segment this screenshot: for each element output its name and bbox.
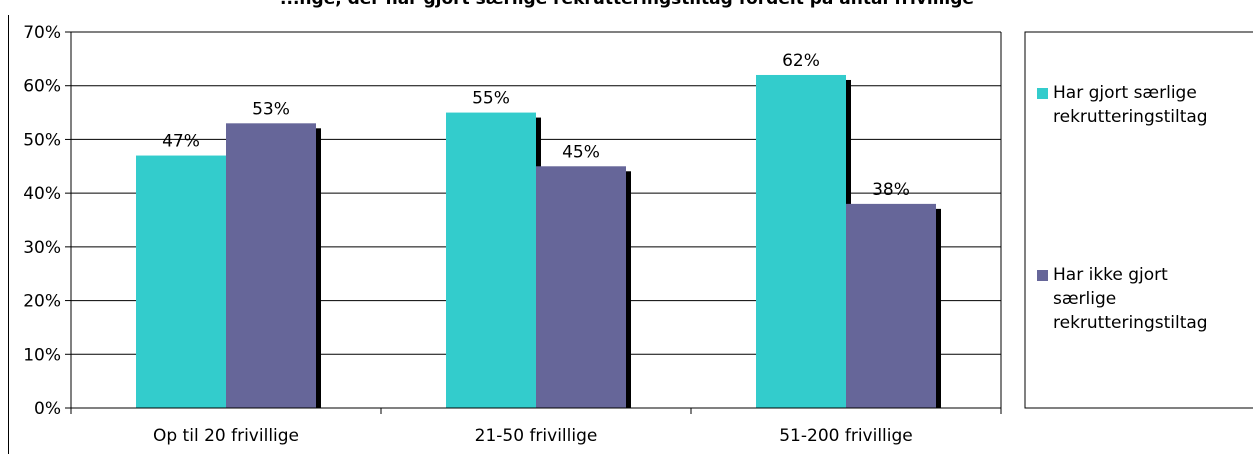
data-label: 47% — [162, 132, 200, 152]
bar — [136, 155, 226, 408]
bar — [536, 166, 626, 408]
y-axis: 0% 10% 20% 30% 40% 50% 60% 70% — [23, 23, 72, 419]
data-label: 62% — [782, 51, 820, 71]
x-tick-label: 51-200 frivillige — [779, 426, 913, 446]
bar — [446, 112, 536, 409]
data-label: 55% — [472, 89, 510, 109]
data-label: 45% — [562, 142, 600, 162]
bar — [756, 74, 846, 408]
y-tick-label: 10% — [23, 345, 61, 365]
legend-label: rekrutteringstiltag — [1053, 313, 1208, 333]
legend-label: rekrutteringstiltag — [1053, 107, 1208, 127]
legend-label: Har gjort særlige — [1053, 83, 1197, 103]
y-tick-label: 70% — [23, 23, 61, 43]
chart-frame-line — [8, 15, 9, 454]
y-tick-label: 40% — [23, 184, 61, 204]
y-tick-label: 0% — [34, 399, 61, 419]
y-tick-label: 20% — [23, 292, 61, 312]
legend-box — [1024, 31, 1253, 409]
bar-shadow — [936, 208, 941, 408]
legend-swatch — [1037, 270, 1048, 281]
bar-shadow — [316, 128, 321, 409]
data-labels: 47% 53% 55% 45% 62% 38% — [162, 51, 910, 200]
bar — [226, 123, 316, 409]
chart-title: ...nge, der har gjort særlige rekrutteri… — [280, 0, 974, 9]
x-axis: Op til 20 frivillige 21-50 frivillige 51-2… — [70, 407, 1002, 446]
data-label: 53% — [252, 99, 290, 119]
x-tick-label: Op til 20 frivillige — [153, 426, 299, 446]
y-tick-label: 60% — [23, 77, 61, 97]
y-tick-label: 30% — [23, 238, 61, 258]
x-tick-label: 21-50 frivillige — [475, 426, 598, 446]
bar — [846, 203, 936, 408]
y-tick-label: 50% — [23, 130, 61, 150]
legend-label: Har ikke gjort — [1053, 265, 1168, 285]
legend-swatch — [1037, 88, 1048, 99]
legend-label: særlige — [1053, 289, 1116, 309]
legend: Har gjort særlige rekrutteringstiltag Har … — [1024, 31, 1253, 409]
bar-shadow — [626, 171, 631, 408]
data-label: 38% — [872, 180, 910, 200]
bars — [136, 74, 941, 409]
